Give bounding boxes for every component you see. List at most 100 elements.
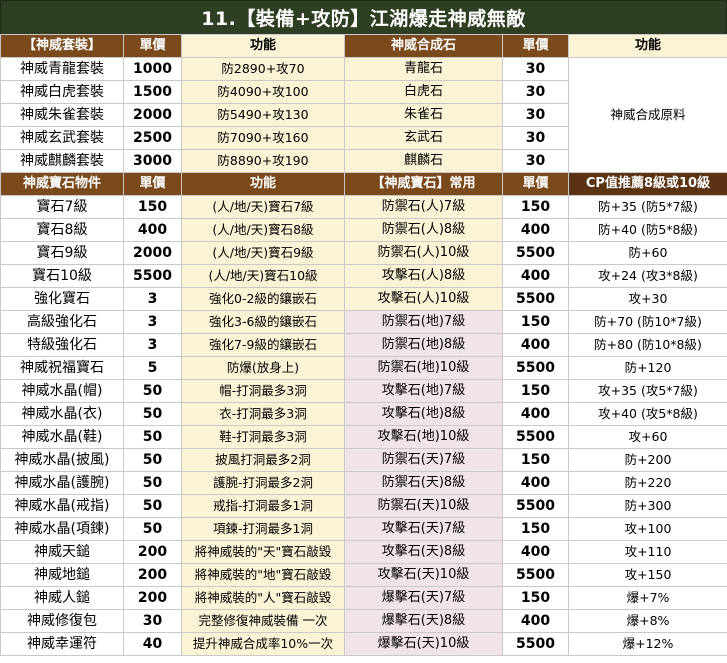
table-row: 神威麒麟套裝 3000 防8890+攻190 麒麟石 30 bbox=[0, 149, 727, 173]
stone-price-cell: 30 bbox=[502, 149, 569, 173]
gem-stone-price-cell: 150 bbox=[502, 195, 569, 219]
gem-func-cell: (人/地/天)寶石10級 bbox=[181, 264, 345, 288]
gem-effect-cell: 防+60 bbox=[568, 241, 727, 265]
gem-price-cell: 200 bbox=[123, 563, 182, 587]
gem-effect-cell: 防+35 (防5*7級) bbox=[568, 195, 727, 219]
gem-stone-price-cell: 5500 bbox=[502, 241, 569, 265]
gem-stone-price-cell: 5500 bbox=[502, 356, 569, 380]
gem-stone-cell: 防禦石(地)7級 bbox=[344, 310, 503, 334]
gem-stone-price-cell: 5500 bbox=[502, 425, 569, 449]
gem-func-cell: 衣-打洞最多3洞 bbox=[181, 402, 345, 426]
gem-stone-price-cell: 5500 bbox=[502, 494, 569, 518]
gem-price-cell: 150 bbox=[123, 195, 182, 219]
gem-stone-cell: 防禦石(人)7級 bbox=[344, 195, 503, 219]
gem-stone-cell: 防禦石(人)10級 bbox=[344, 241, 503, 265]
gem-effect-cell: 攻+150 bbox=[568, 563, 727, 587]
gem-name-cell: 寶石10級 bbox=[0, 264, 124, 288]
gem-name-cell: 高級強化石 bbox=[0, 310, 124, 334]
gem-price-cell: 50 bbox=[123, 425, 182, 449]
gem-stone-cell: 爆擊石(天)8級 bbox=[344, 609, 503, 633]
gem-name-cell: 神威水晶(衣) bbox=[0, 402, 124, 426]
header-cell: 神威寶石物件 bbox=[0, 172, 124, 196]
gem-name-cell: 神威修復包 bbox=[0, 609, 124, 633]
gem-price-cell: 200 bbox=[123, 540, 182, 564]
header-cell: 【神威套裝】 bbox=[0, 34, 124, 58]
set-func-cell: 防4090+攻100 bbox=[181, 80, 345, 104]
table-row: 神威水晶(鞋) 50 鞋-打洞最多3洞 攻擊石(地)10級 5500 攻+60 bbox=[0, 425, 727, 449]
stone-note-cell: 神威合成原料 bbox=[568, 57, 727, 173]
gem-price-cell: 50 bbox=[123, 517, 182, 541]
gem-name-cell: 神威天鎚 bbox=[0, 540, 124, 564]
gem-func-cell: (人/地/天)寶石7級 bbox=[181, 195, 345, 219]
gem-price-cell: 50 bbox=[123, 402, 182, 426]
gem-stone-price-cell: 150 bbox=[502, 379, 569, 403]
set-name-cell: 神威玄武套裝 bbox=[0, 126, 124, 150]
gem-name-cell: 神威水晶(帽) bbox=[0, 379, 124, 403]
table-row: 寶石10級 5500 (人/地/天)寶石10級 攻擊石(人)8級 400 攻+24 (攻3… bbox=[0, 264, 727, 288]
table-row: 神威水晶(衣) 50 衣-打洞最多3洞 攻擊石(地)8級 400 攻+40 (攻5*8級) bbox=[0, 402, 727, 426]
gem-name-cell: 神威幸運符 bbox=[0, 632, 124, 656]
stone-name-cell: 玄武石 bbox=[344, 126, 503, 150]
set-name-cell: 神威朱雀套裝 bbox=[0, 103, 124, 127]
table-row: 神威玄武套裝 2500 防7090+攻160 玄武石 30 bbox=[0, 126, 727, 150]
gem-func-cell: 鞋-打洞最多3洞 bbox=[181, 425, 345, 449]
set-func-cell: 防5490+攻130 bbox=[181, 103, 345, 127]
set-price-cell: 3000 bbox=[123, 149, 182, 173]
gem-func-cell: 提升神威合成率10%一次 bbox=[181, 632, 345, 656]
gem-name-cell: 強化寶石 bbox=[0, 287, 124, 311]
gem-stone-cell: 爆擊石(天)7級 bbox=[344, 586, 503, 610]
gem-effect-cell: 爆+7% bbox=[568, 586, 727, 610]
gem-effect-cell: 爆+12% bbox=[568, 632, 727, 656]
gem-func-cell: 將神威裝的"天"寶石敲毀 bbox=[181, 540, 345, 564]
gem-effect-cell: 防+80 (防10*8級) bbox=[568, 333, 727, 357]
table-row: 強化寶石 3 強化0-2級的鑲嵌石 攻擊石(人)10級 5500 攻+30 bbox=[0, 287, 727, 311]
set-name-cell: 神威白虎套裝 bbox=[0, 80, 124, 104]
gem-func-cell: 強化3-6級的鑲嵌石 bbox=[181, 310, 345, 334]
gem-price-cell: 3 bbox=[123, 310, 182, 334]
set-func-cell: 防2890+攻70 bbox=[181, 57, 345, 81]
gem-func-cell: 戒指-打洞最多1洞 bbox=[181, 494, 345, 518]
gem-price-cell: 2000 bbox=[123, 241, 182, 265]
table-row: 神威地鎚 200 將神威裝的"地"寶石敲毀 攻擊石(天)10級 5500 攻+150 bbox=[0, 563, 727, 587]
gem-price-cell: 5 bbox=[123, 356, 182, 380]
gem-func-cell: 完整修復神威裝備 一次 bbox=[181, 609, 345, 633]
gem-stone-cell: 攻擊石(地)10級 bbox=[344, 425, 503, 449]
gem-stone-cell: 攻擊石(天)10級 bbox=[344, 563, 503, 587]
stone-name-cell: 朱雀石 bbox=[344, 103, 503, 127]
gem-stone-price-cell: 5500 bbox=[502, 563, 569, 587]
table-row: 神威人鎚 200 將神威裝的"人"寶石敲毀 爆擊石(天)7級 150 爆+7% bbox=[0, 586, 727, 610]
gem-stone-price-cell: 5500 bbox=[502, 287, 569, 311]
table-row: 神威水晶(披風) 50 披風打洞最多2洞 防禦石(天)7級 150 防+200 bbox=[0, 448, 727, 472]
set-name-cell: 神威麒麟套裝 bbox=[0, 149, 124, 173]
gem-stone-price-cell: 150 bbox=[502, 586, 569, 610]
gem-effect-cell: 攻+60 bbox=[568, 425, 727, 449]
header-cell: 神威合成石 bbox=[344, 34, 503, 58]
gem-stone-price-cell: 5500 bbox=[502, 632, 569, 656]
gem-price-cell: 5500 bbox=[123, 264, 182, 288]
header-cell: 功能 bbox=[181, 34, 345, 58]
gem-effect-cell: 爆+8% bbox=[568, 609, 727, 633]
gem-effect-cell: 防+200 bbox=[568, 448, 727, 472]
header-row-sets: 【神威套裝】 單價 功能 神威合成石 單價 功能 bbox=[0, 34, 727, 58]
gem-func-cell: 項鍊-打洞最多1洞 bbox=[181, 517, 345, 541]
gem-name-cell: 神威水晶(鞋) bbox=[0, 425, 124, 449]
table-row: 神威祝福寶石 5 防爆(放身上) 防禦石(地)10級 5500 防+120 bbox=[0, 356, 727, 380]
set-price-cell: 1500 bbox=[123, 80, 182, 104]
gem-stone-cell: 防禦石(地)8級 bbox=[344, 333, 503, 357]
gem-stone-price-cell: 400 bbox=[502, 218, 569, 242]
gem-name-cell: 神威人鎚 bbox=[0, 586, 124, 610]
gem-func-cell: 護腕-打洞最多2洞 bbox=[181, 471, 345, 495]
table-row: 神威白虎套裝 1500 防4090+攻100 白虎石 30 bbox=[0, 80, 727, 104]
table-row: 神威水晶(戒指) 50 戒指-打洞最多1洞 防禦石(天)10級 5500 防+300 bbox=[0, 494, 727, 518]
gem-effect-cell: 攻+100 bbox=[568, 517, 727, 541]
gem-stone-price-cell: 400 bbox=[502, 402, 569, 426]
gem-effect-cell: 攻+35 (攻5*7級) bbox=[568, 379, 727, 403]
table-row: 特級強化石 3 強化7-9級的鑲嵌石 防禦石(地)8級 400 防+80 (防10*8級) bbox=[0, 333, 727, 357]
header-cell: 單價 bbox=[502, 34, 569, 58]
gem-stone-cell: 爆擊石(天)10級 bbox=[344, 632, 503, 656]
gem-name-cell: 神威地鎚 bbox=[0, 563, 124, 587]
gem-price-cell: 50 bbox=[123, 471, 182, 495]
gem-name-cell: 特級強化石 bbox=[0, 333, 124, 357]
gem-func-cell: 將神威裝的"人"寶石敲毀 bbox=[181, 586, 345, 610]
table-row: 高級強化石 3 強化3-6級的鑲嵌石 防禦石(地)7級 150 防+70 (防10*7級) bbox=[0, 310, 727, 334]
